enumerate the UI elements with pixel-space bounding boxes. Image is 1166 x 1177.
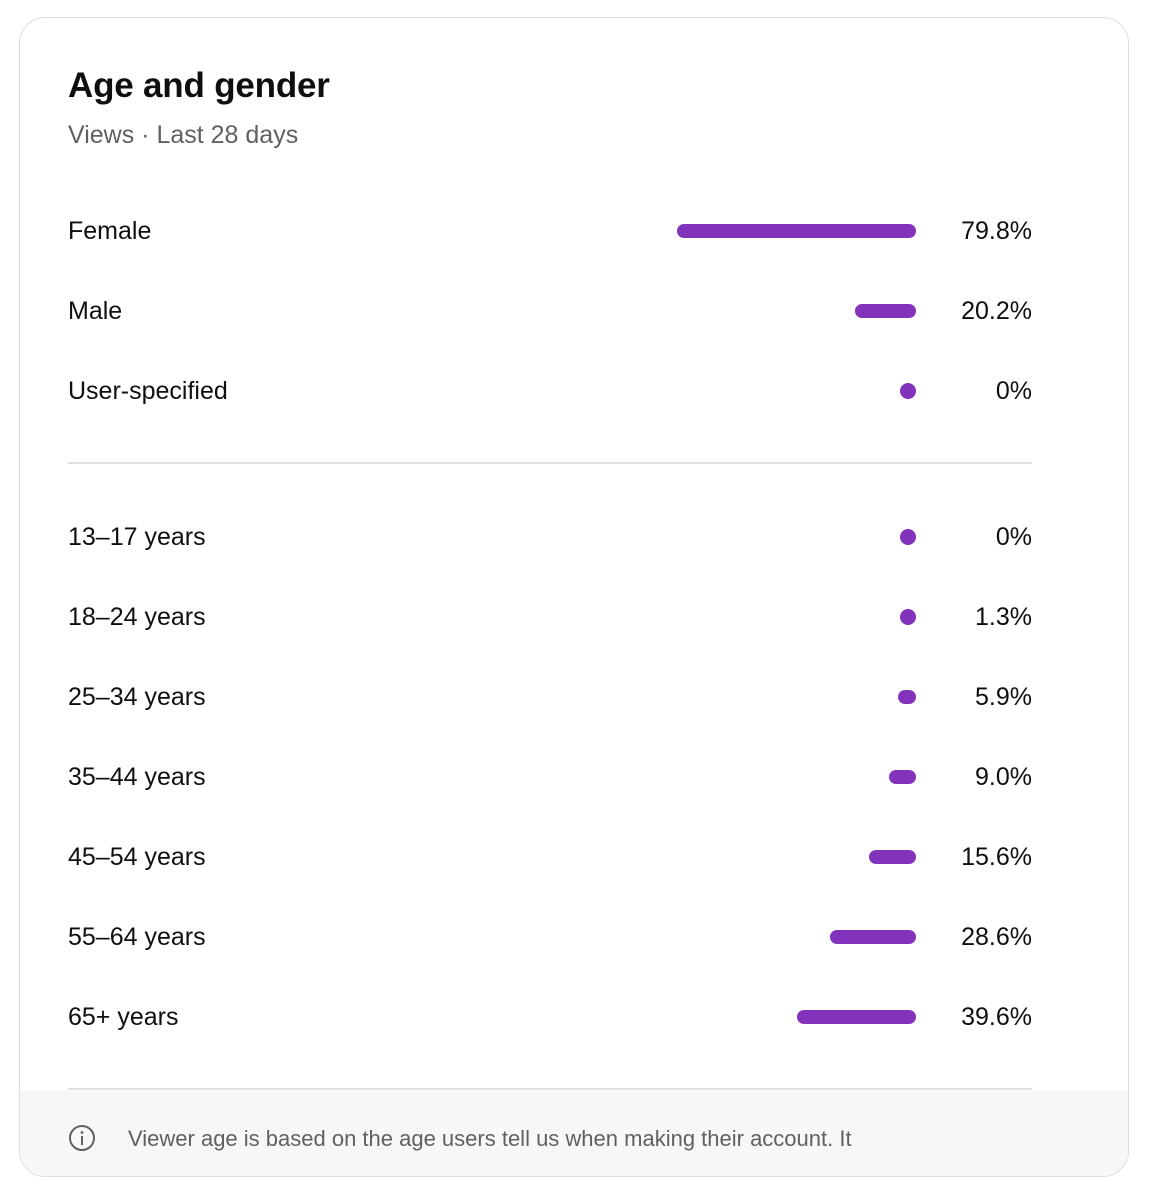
gender-bar [676, 224, 916, 238]
age-group-row: 65+ years 39.6% [68, 997, 1032, 1037]
age-group-row: 35–44 years 9.0% [68, 757, 1032, 797]
gender-row: Female 79.8% [68, 211, 1032, 251]
gender-label: Female [68, 217, 152, 245]
age-group-row: 13–17 years 0% [68, 517, 1032, 557]
age-group-value: 0% [995, 523, 1032, 551]
gender-value: 79.8% [961, 217, 1032, 245]
age-group-label: 55–64 years [68, 923, 206, 951]
age-group-value: 5.9% [975, 683, 1032, 711]
age-group-bar [900, 529, 916, 545]
age-group-label: 13–17 years [68, 523, 206, 551]
gender-row: Male 20.2% [68, 291, 1032, 331]
age-group-label: 25–34 years [68, 683, 206, 711]
card-subtitle: Views · Last 28 days [68, 121, 299, 149]
gender-row: User-specified 0% [68, 371, 1032, 411]
age-group-bar [889, 770, 916, 784]
gender-value: 20.2% [961, 297, 1032, 325]
info-footer: Viewer age is based on the age users tel… [20, 1091, 1128, 1176]
age-group-value: 28.6% [961, 923, 1032, 951]
age-group-label: 18–24 years [68, 603, 206, 631]
age-group-bar [900, 609, 916, 625]
info-icon[interactable] [68, 1124, 96, 1152]
card-title: Age and gender [68, 66, 330, 105]
age-group-row: 55–64 years 28.6% [68, 917, 1032, 957]
age-group-row: 18–24 years 1.3% [68, 597, 1032, 637]
age-and-gender-card: Age and gender Views · Last 28 days Fema… [19, 17, 1129, 1177]
age-group-label: 35–44 years [68, 763, 206, 791]
gender-value: 0% [995, 377, 1032, 405]
gender-label: User-specified [68, 377, 228, 405]
age-group-bar [898, 690, 916, 704]
age-info-note: Viewer age is based on the age users tel… [128, 1126, 852, 1151]
gender-bar [900, 383, 916, 399]
age-group-bar [869, 850, 916, 864]
footer-divider [68, 1088, 1032, 1090]
age-group-row: 45–54 years 15.6% [68, 837, 1032, 877]
age-group-value: 39.6% [961, 1003, 1032, 1031]
age-group-label: 65+ years [68, 1003, 179, 1031]
age-group-label: 45–54 years [68, 843, 206, 871]
gender-label: Male [68, 297, 123, 325]
age-group-value: 15.6% [961, 843, 1032, 871]
age-group-value: 1.3% [975, 603, 1032, 631]
section-divider [68, 462, 1032, 464]
gender-bar [855, 304, 916, 318]
age-group-bar [830, 930, 916, 944]
age-group-bar [797, 1010, 916, 1024]
age-group-value: 9.0% [975, 763, 1032, 791]
age-group-row: 25–34 years 5.9% [68, 677, 1032, 717]
